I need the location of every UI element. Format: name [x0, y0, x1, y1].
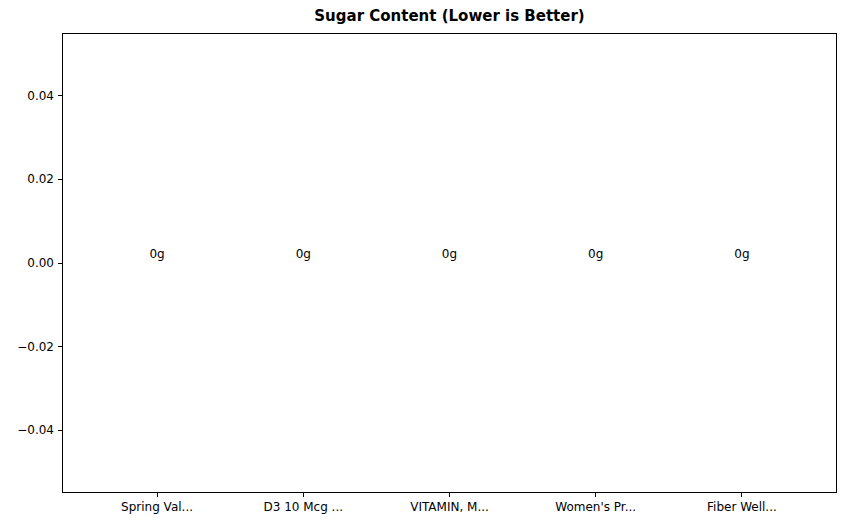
- bar-value-label: 0g: [410, 247, 490, 261]
- y-tick-mark: [58, 263, 62, 264]
- bar-value-label: 0g: [263, 247, 343, 261]
- x-tick-label: D3 10 Mcg ...: [228, 500, 378, 515]
- y-tick-label: 0.00: [0, 256, 54, 270]
- bar-value-label: 0g: [702, 247, 782, 261]
- bar-value-label: 0g: [117, 247, 197, 261]
- y-tick-label: 0.02: [0, 172, 54, 186]
- x-tick-mark: [741, 493, 742, 497]
- sugar-content-chart: Sugar Content (Lower is Better) 0.04 0.02…: [0, 0, 846, 528]
- y-tick-mark: [58, 179, 62, 180]
- y-tick-label: −0.04: [0, 423, 54, 437]
- y-tick-mark: [58, 346, 62, 347]
- x-tick-mark: [595, 493, 596, 497]
- y-tick-mark: [58, 95, 62, 96]
- x-tick-label: Fiber Well...: [667, 500, 817, 515]
- x-tick-mark: [303, 493, 304, 497]
- bar-value-label: 0g: [556, 247, 636, 261]
- y-tick-label: −0.02: [0, 340, 54, 354]
- x-tick-label: VITAMIN, M...: [375, 500, 525, 515]
- plot-area: [62, 33, 837, 493]
- x-tick-label: Women's Pr...: [521, 500, 671, 515]
- x-tick-mark: [449, 493, 450, 497]
- chart-title: Sugar Content (Lower is Better): [62, 6, 837, 27]
- x-tick-mark: [157, 493, 158, 497]
- y-tick-mark: [58, 430, 62, 431]
- x-tick-label: Spring Val...: [82, 500, 232, 515]
- y-tick-label: 0.04: [0, 89, 54, 103]
